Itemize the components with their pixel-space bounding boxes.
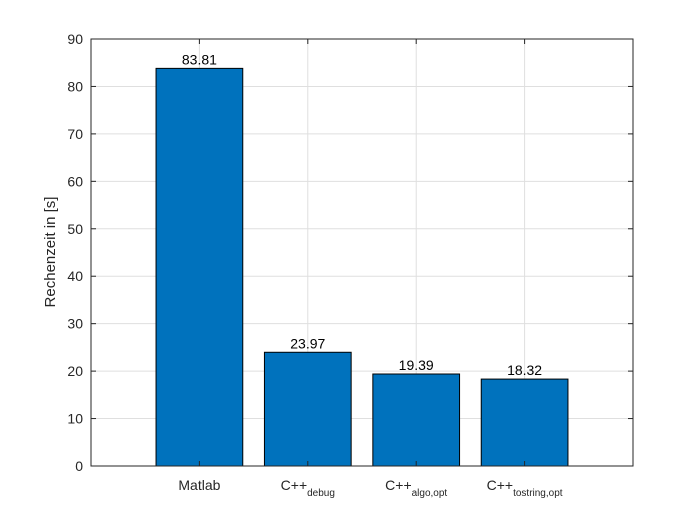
x-tick-label-subscript: algo,opt	[412, 488, 448, 499]
y-tick-label: 20	[67, 363, 83, 379]
x-tick-label-subscript: debug	[307, 488, 335, 499]
x-tick-label-subscript: tostring,opt	[513, 488, 563, 499]
data-label: 23.97	[290, 335, 325, 351]
y-tick-label: 40	[67, 268, 83, 284]
y-tick-labels: 0 10 20 30 40 50 60 70 80 90	[67, 31, 83, 474]
y-tick-label: 30	[67, 316, 83, 332]
y-tick-label: 50	[67, 221, 83, 237]
y-tick-label: 70	[67, 126, 83, 142]
y-tick-label: 10	[67, 411, 83, 427]
data-labels: 83.81 23.97 19.39 18.32	[182, 51, 542, 378]
data-label: 19.39	[399, 357, 434, 373]
y-tick-label: 60	[67, 173, 83, 189]
bar	[155, 67, 244, 467]
plot-frame	[90, 38, 634, 467]
x-tick-label: C++algo,opt	[385, 477, 447, 499]
y-axis-label: Rechenzeit in [s]	[42, 197, 59, 308]
x-tick-label-main: Matlab	[178, 477, 220, 493]
x-tick-label-main: C++	[385, 477, 411, 493]
bar	[480, 378, 569, 467]
bar	[372, 373, 461, 467]
x-tick-label: C++debug	[281, 477, 335, 499]
y-tick-label: 0	[75, 458, 83, 474]
x-tick-label-main: C++	[281, 477, 307, 493]
bars	[155, 67, 569, 467]
data-label: 83.81	[182, 51, 217, 67]
x-tick-label-main: C++	[487, 477, 513, 493]
y-tick-label: 80	[67, 78, 83, 94]
axis-ticks	[91, 38, 633, 467]
x-tick-label: C++tostring,opt	[487, 477, 563, 499]
y-tick-label: 90	[67, 31, 83, 47]
x-tick-label: Matlab	[178, 477, 220, 493]
bar	[263, 351, 352, 467]
data-label: 18.32	[507, 362, 542, 378]
